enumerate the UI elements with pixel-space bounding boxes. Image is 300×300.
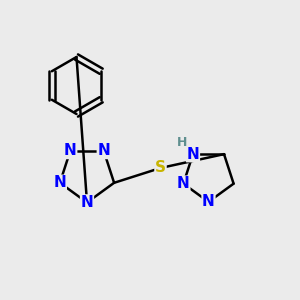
Text: N: N (202, 194, 215, 209)
Text: N: N (53, 175, 66, 190)
Text: S: S (155, 160, 166, 175)
Text: N: N (187, 147, 200, 162)
Text: H: H (176, 136, 187, 148)
Text: N: N (64, 143, 76, 158)
Text: N: N (98, 143, 110, 158)
Text: N: N (177, 176, 190, 191)
Text: N: N (81, 195, 93, 210)
